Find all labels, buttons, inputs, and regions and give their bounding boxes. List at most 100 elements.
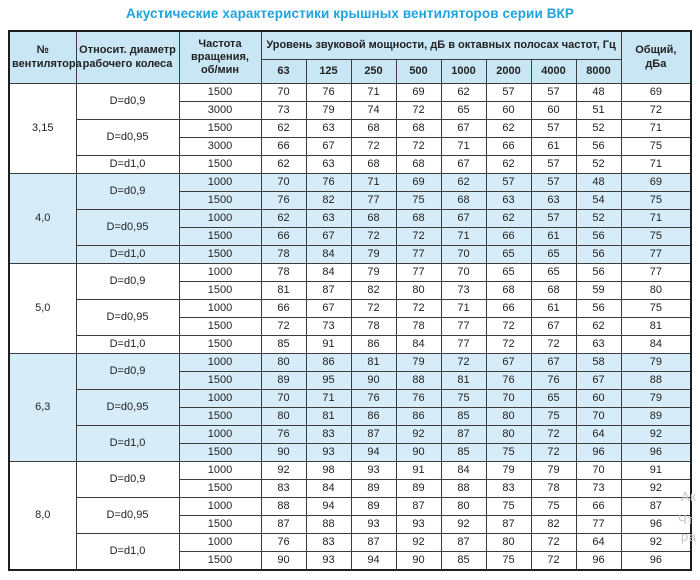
sound-level-cell: 67 bbox=[575, 371, 622, 390]
sound-level-cell: 70 bbox=[575, 407, 622, 426]
total-dba-cell: 87 bbox=[620, 497, 692, 516]
header-freq-4000: 4000 bbox=[530, 59, 577, 84]
sound-level-cell: 85 bbox=[440, 551, 487, 571]
rpm-cell: 1000 bbox=[178, 299, 262, 318]
sound-level-cell: 60 bbox=[530, 101, 577, 120]
header-impeller-diameter: Относит. диаметр рабочего колеса bbox=[75, 30, 180, 84]
sound-level-cell: 58 bbox=[575, 353, 622, 372]
sound-level-cell: 86 bbox=[305, 353, 352, 372]
sound-level-cell: 78 bbox=[395, 317, 442, 336]
sound-level-cell: 73 bbox=[575, 479, 622, 498]
sound-level-cell: 81 bbox=[350, 353, 397, 372]
sound-level-cell: 52 bbox=[575, 119, 622, 138]
sound-level-cell: 94 bbox=[305, 497, 352, 516]
sound-level-cell: 67 bbox=[440, 209, 487, 228]
sound-level-cell: 80 bbox=[395, 281, 442, 300]
sound-level-cell: 62 bbox=[260, 209, 307, 228]
sound-level-cell: 88 bbox=[260, 497, 307, 516]
sound-level-cell: 87 bbox=[440, 533, 487, 552]
sound-level-cell: 87 bbox=[350, 533, 397, 552]
sound-level-cell: 71 bbox=[440, 227, 487, 246]
table-row: D=d0,95 1000 66 67 72 72 71 66 61 56 75 bbox=[9, 299, 692, 336]
watermark-fragment: Ак bbox=[681, 489, 697, 504]
sound-level-cell: 87 bbox=[305, 281, 352, 300]
sound-level-cell: 88 bbox=[305, 515, 352, 534]
sound-level-cell: 67 bbox=[440, 155, 487, 174]
sound-level-cell: 91 bbox=[395, 461, 442, 480]
sound-level-cell: 84 bbox=[440, 461, 487, 480]
sound-level-cell: 63 bbox=[530, 191, 577, 210]
sound-level-cell: 68 bbox=[395, 209, 442, 228]
sound-level-cell: 94 bbox=[350, 443, 397, 462]
sound-level-cell: 67 bbox=[305, 227, 352, 246]
sound-level-cell: 70 bbox=[260, 389, 307, 408]
sound-level-cell: 71 bbox=[350, 83, 397, 102]
table-row: 3000 66 67 72 72 71 66 61 56 75 bbox=[9, 137, 692, 156]
sound-level-cell: 57 bbox=[530, 83, 577, 102]
sound-level-cell: 77 bbox=[350, 191, 397, 210]
sound-level-cell: 61 bbox=[530, 227, 577, 246]
sound-level-cell: 66 bbox=[485, 227, 532, 246]
sound-level-cell: 63 bbox=[305, 209, 352, 228]
total-dba-cell: 71 bbox=[620, 119, 692, 138]
table-row: D=d1,0 1500 85 91 86 84 77 72 72 63 84 bbox=[9, 335, 692, 354]
sound-level-cell: 81 bbox=[305, 407, 352, 426]
table-row: 4,0 D=d0,9 1000 70 76 71 69 62 57 57 48 69 bbox=[8, 173, 692, 264]
rpm-cell: 1000 bbox=[178, 173, 262, 192]
sound-level-cell: 72 bbox=[530, 425, 577, 444]
diameter-cell: D=d1,0 bbox=[75, 155, 180, 174]
sound-level-cell: 75 bbox=[530, 497, 577, 516]
table-row: 5,0 D=d0,9 1000 78 84 79 77 70 65 65 56 77 bbox=[8, 263, 692, 354]
rpm-cell: 1000 bbox=[178, 263, 262, 282]
sound-level-cell: 68 bbox=[440, 191, 487, 210]
sound-level-cell: 93 bbox=[350, 515, 397, 534]
sound-level-cell: 96 bbox=[575, 551, 622, 571]
sound-level-cell: 93 bbox=[395, 515, 442, 534]
sound-level-cell: 67 bbox=[305, 137, 352, 156]
sound-level-cell: 89 bbox=[350, 497, 397, 516]
sound-level-cell: 72 bbox=[485, 335, 532, 354]
sound-level-cell: 60 bbox=[485, 101, 532, 120]
sound-level-cell: 80 bbox=[485, 407, 532, 426]
sound-level-cell: 75 bbox=[395, 191, 442, 210]
header-freq-63: 63 bbox=[260, 59, 307, 84]
sound-level-cell: 70 bbox=[260, 83, 307, 102]
diameter-cell: D=d1,0 bbox=[75, 245, 180, 264]
sound-level-cell: 90 bbox=[260, 551, 307, 571]
diameter-cell: D=d0,95 bbox=[75, 389, 180, 426]
fan-number-cell: 4,0 bbox=[8, 173, 77, 264]
rpm-cell: 1000 bbox=[178, 533, 262, 552]
sound-level-cell: 90 bbox=[395, 551, 442, 571]
sound-level-cell: 62 bbox=[575, 317, 622, 336]
total-dba-cell: 84 bbox=[620, 335, 692, 354]
sound-level-cell: 72 bbox=[395, 299, 442, 318]
table-row: 1500 80 81 86 86 85 80 75 70 89 bbox=[9, 407, 692, 426]
sound-level-cell: 60 bbox=[575, 389, 622, 408]
sound-level-cell: 92 bbox=[395, 425, 442, 444]
sound-level-cell: 75 bbox=[440, 389, 487, 408]
total-dba-cell: 88 bbox=[620, 371, 692, 390]
sound-level-cell: 67 bbox=[305, 299, 352, 318]
table-row: D=d1,0 1000 76 83 87 92 87 80 72 64 92 bbox=[9, 533, 692, 571]
sound-level-cell: 73 bbox=[440, 281, 487, 300]
total-dba-cell: 75 bbox=[620, 191, 692, 210]
table-row: D=d1,0 1500 78 84 79 77 70 65 65 56 77 bbox=[9, 245, 692, 264]
sound-level-cell: 75 bbox=[485, 551, 532, 571]
sound-level-cell: 80 bbox=[485, 425, 532, 444]
sound-level-cell: 68 bbox=[350, 155, 397, 174]
sound-level-cell: 79 bbox=[350, 263, 397, 282]
diameter-cell: D=d1,0 bbox=[75, 425, 180, 462]
rpm-cell: 1000 bbox=[178, 353, 262, 372]
sound-level-cell: 72 bbox=[395, 101, 442, 120]
rpm-cell: 1000 bbox=[178, 461, 262, 480]
sound-level-cell: 73 bbox=[305, 317, 352, 336]
sound-level-cell: 78 bbox=[260, 245, 307, 264]
sound-level-cell: 84 bbox=[305, 479, 352, 498]
sound-level-cell: 76 bbox=[350, 389, 397, 408]
sound-level-cell: 64 bbox=[575, 425, 622, 444]
sound-level-cell: 96 bbox=[575, 443, 622, 462]
header-freq-1000: 1000 bbox=[440, 59, 487, 84]
sound-level-cell: 65 bbox=[485, 245, 532, 264]
rpm-cell: 1000 bbox=[178, 425, 262, 444]
total-dba-cell: 77 bbox=[620, 245, 692, 264]
